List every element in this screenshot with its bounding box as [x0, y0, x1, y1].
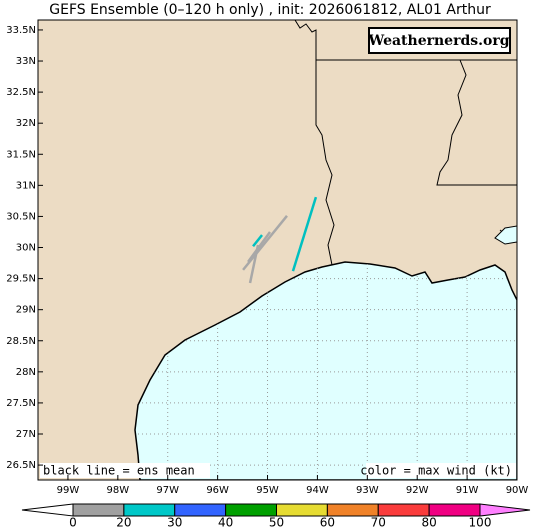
colorbar-segment: [174, 503, 227, 517]
colorbar-label: 80: [421, 516, 436, 530]
colorbar-label: 70: [371, 516, 386, 530]
y-tick-label: 33.5N: [6, 25, 36, 36]
y-tick-label: 29.5N: [6, 274, 36, 285]
colorbar-segment: [377, 503, 430, 517]
track: [291, 196, 318, 272]
colorbar-label: 0: [69, 516, 77, 530]
x-tick-label: 92W: [406, 485, 429, 496]
colorbar-label: 60: [320, 516, 335, 530]
y-tick-label: 31N: [16, 180, 36, 191]
y-tick-label: 27N: [16, 429, 36, 440]
y-tick-label: 28.5N: [6, 336, 36, 347]
y-tick-label: 27.5N: [6, 398, 36, 409]
legend-box: [366, 463, 516, 478]
colorbar-segment: [72, 503, 125, 517]
y-tick-label: 33N: [16, 56, 36, 67]
track: [247, 231, 272, 263]
legend-box: [40, 463, 210, 478]
watermark: Weathernerds.org: [368, 33, 510, 49]
colorbar-label: 100: [469, 516, 492, 530]
x-tick-label: 96W: [206, 485, 229, 496]
colorbar-segment: [225, 503, 277, 517]
legend-left: black line = ens mean: [43, 464, 195, 478]
y-tick-label: 31.5N: [6, 149, 36, 160]
tracks: [242, 196, 318, 284]
title: GEFS Ensemble (0–120 h only) , init: 202…: [49, 2, 491, 18]
x-tick-label: 95W: [256, 485, 279, 496]
x-tick-label: 99W: [57, 485, 80, 496]
lake: [494, 225, 517, 245]
x-tick-label: 90W: [506, 485, 529, 496]
colorbar-segment: [123, 503, 176, 517]
map-area: [38, 20, 517, 480]
colorbar: 0 20 30 40 50 60 70 80 100: [21, 503, 531, 530]
x-tick-label: 98W: [107, 485, 130, 496]
colorbar-segment: [428, 503, 481, 517]
y-tick-label: 30.5N: [6, 211, 36, 222]
track: [252, 234, 264, 248]
colorbar-label: 40: [218, 516, 233, 530]
track: [242, 215, 288, 271]
colorbar-segment: [276, 503, 328, 517]
y-tick-label: 29N: [16, 305, 36, 316]
y-tick-label: 28N: [16, 367, 36, 378]
colorbar-under: [21, 503, 74, 517]
colorbar-segment: [326, 503, 379, 517]
frame: [37, 19, 518, 481]
x-tick-label: 93W: [356, 485, 379, 496]
y-tick-label: 26.5N: [6, 460, 36, 471]
gulf: [134, 261, 517, 480]
watermark-box: [368, 27, 511, 54]
colorbar-label: 50: [269, 516, 284, 530]
x-tick-label: 97W: [156, 485, 179, 496]
y-tick-label: 32N: [16, 118, 36, 129]
x-tick-label: 94W: [306, 485, 329, 496]
y-tick-label: 32.5N: [6, 87, 36, 98]
borders: [294, 20, 517, 266]
legend-right: color = max wind (kt): [360, 464, 512, 478]
colorbar-label: 20: [116, 516, 131, 530]
colorbar-label: 30: [167, 516, 182, 530]
colorbar-over: [479, 503, 531, 517]
x-tick-label: 91W: [456, 485, 479, 496]
y-tick-label: 30N: [16, 243, 36, 254]
track: [248, 244, 260, 284]
